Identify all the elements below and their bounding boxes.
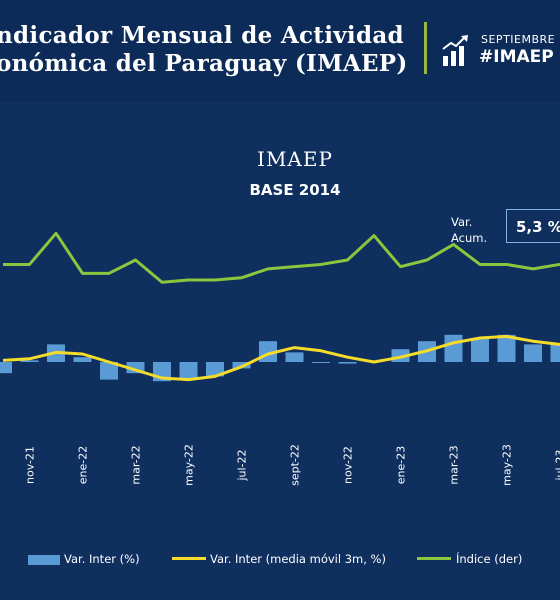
legend-item-index: Índice (der) — [456, 552, 523, 566]
annotation-box — [506, 209, 560, 243]
series-line-moving-average — [2, 334, 560, 382]
bar-sept-22 — [285, 352, 304, 362]
x-tick-label-mar-23: mar-23 — [448, 445, 461, 484]
legend-item-moving-average: Var. Inter (media móvil 3m, %) — [210, 552, 386, 566]
x-tick-label-ene-23: ene-23 — [395, 446, 408, 484]
annotation-label: Var. Acum. — [451, 214, 487, 246]
legend-swatch-green-line — [417, 557, 451, 560]
series-line-index — [3, 231, 560, 284]
page-title-line-1: ndicador Mensual de Actividad — [0, 22, 404, 49]
bar-jun-22 — [206, 362, 224, 377]
bar-jun-23 — [524, 344, 542, 362]
header-banner — [0, 0, 560, 102]
page-title-line-2: onómica del Paraguay (IMAEP) — [0, 50, 408, 77]
bar-nov-21 — [20, 360, 39, 362]
bar-nov-22 — [338, 362, 357, 364]
bar-mar-23 — [444, 334, 463, 362]
bar-jul-23 — [550, 344, 560, 362]
x-tick-label-mar-22: mar-22 — [130, 445, 143, 484]
date-label: SEPTIEMBRE — [481, 33, 556, 46]
annotation-label-line-2: Acum. — [451, 231, 488, 245]
bar-ene-22 — [73, 357, 92, 362]
hashtag: #IMAEP — [479, 47, 554, 67]
annotation-value: 5,3 % — [516, 218, 560, 236]
legend-swatch-yellow-line — [172, 557, 206, 560]
chart-subtitle: BASE 2014 — [249, 181, 341, 199]
x-tick-label-may-22: may-22 — [183, 444, 196, 486]
x-tick-label-sept-22: sept-22 — [289, 444, 302, 486]
chart-trend-icon — [442, 35, 468, 66]
x-tick-label-ene-22: ene-22 — [77, 446, 90, 484]
annotation-label-line-1: Var. — [451, 215, 473, 229]
divider — [424, 22, 427, 74]
x-tick-label-nov-22: nov-22 — [342, 446, 355, 484]
legend-swatch-bars — [28, 555, 60, 565]
bar-may-22 — [179, 362, 198, 380]
bar-feb-22 — [100, 362, 118, 380]
legend-item-bars: Var. Inter (%) — [64, 552, 140, 566]
chart-title: IMAEP — [257, 147, 333, 171]
bar-oct-22 — [312, 362, 330, 363]
x-tick-label-jul-22: jul-22 — [236, 449, 249, 481]
x-tick-label-jul-23: jul-23 — [554, 449, 560, 481]
bar-may-23 — [497, 334, 516, 362]
bar-oct-21 — [0, 362, 12, 374]
bar-mar-22 — [126, 362, 145, 374]
x-tick-label-may-23: may-23 — [501, 444, 514, 486]
bar-abr-23 — [471, 338, 489, 362]
x-tick-label-nov-21: nov-21 — [24, 446, 37, 484]
